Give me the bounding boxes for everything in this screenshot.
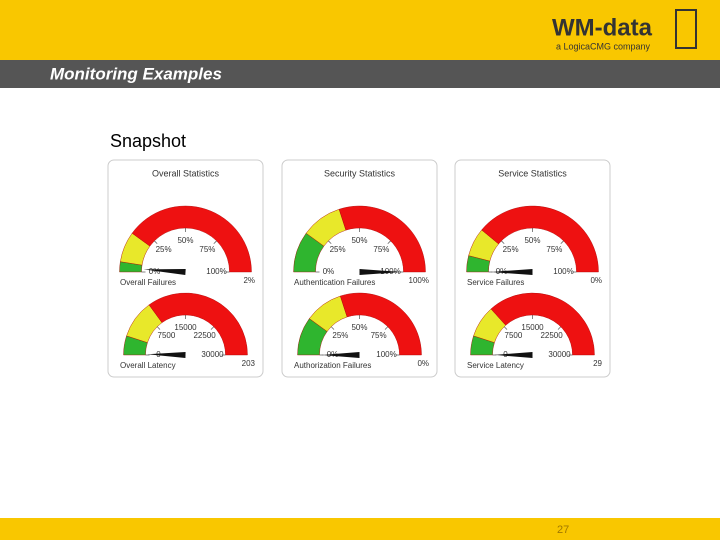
- gauge-label: Authorization Failures: [294, 361, 371, 370]
- page-number: 27: [557, 524, 569, 536]
- gauge-needle: [494, 352, 533, 358]
- gauge-zone: [338, 205, 426, 273]
- gauge-tick-label: 30000: [201, 350, 224, 359]
- gauge-label: Overall Failures: [120, 278, 176, 287]
- gauge-zone: [131, 205, 252, 273]
- gauge-tick-label: 100%: [206, 267, 226, 276]
- gauge-tick-label: 25%: [330, 245, 346, 254]
- gauge-tick: [384, 326, 388, 330]
- gauge-tick-label: 0%: [323, 267, 335, 276]
- gauge-tick-label: 30000: [548, 350, 571, 359]
- logo-icon: [675, 9, 697, 49]
- gauge-tick-label: 7500: [505, 331, 523, 340]
- gauge-value: 203: [242, 359, 256, 368]
- panel-title: Security Statistics: [324, 168, 396, 178]
- gauge-tick-label: 22500: [540, 331, 563, 340]
- tagline: a LogicaCMG company: [556, 41, 651, 51]
- gauge-tick-label: 25%: [503, 245, 519, 254]
- logo: WM-data: [552, 14, 653, 41]
- gauge-value: 100%: [409, 276, 429, 285]
- gauge-zone: [481, 205, 599, 273]
- gauge-tick-label: 100%: [553, 267, 573, 276]
- gauge-value: 0%: [590, 276, 602, 285]
- gauge-tick-label: 15000: [521, 323, 544, 332]
- header-band: [0, 0, 720, 60]
- gauge-tick: [213, 240, 217, 244]
- gauge-label: Authentication Failures: [294, 278, 375, 287]
- gauge-tick: [328, 240, 332, 244]
- gauge-tick-label: 75%: [373, 245, 389, 254]
- gauge-needle: [143, 269, 186, 275]
- gauge-tick: [331, 326, 335, 330]
- gauge-label: Service Latency: [467, 361, 524, 370]
- gauge-value: 0%: [417, 359, 429, 368]
- footer-band: [0, 518, 720, 540]
- gauge-tick: [501, 240, 505, 244]
- gauge-tick-label: 50%: [351, 236, 367, 245]
- gauge-tick-label: 0%: [149, 267, 161, 276]
- gauge-tick-label: 75%: [199, 245, 215, 254]
- gauge-needle: [359, 269, 402, 275]
- gauge-tick-label: 100%: [376, 350, 396, 359]
- gauge-label: Overall Latency: [120, 361, 176, 370]
- gauge-tick-label: 50%: [351, 323, 367, 332]
- gauge-needle: [147, 352, 186, 358]
- panel-title: Overall Statistics: [152, 168, 220, 178]
- gauge-tick-label: 50%: [524, 236, 540, 245]
- gauge-tick-label: 25%: [156, 245, 172, 254]
- gauge-tick: [157, 326, 161, 330]
- slide-title: Monitoring Examples: [50, 64, 222, 83]
- gauge-value: 2%: [243, 276, 255, 285]
- gauge-tick-label: 25%: [332, 331, 348, 340]
- gauge-needle: [490, 269, 533, 275]
- gauge-tick-label: 75%: [546, 245, 562, 254]
- gauge-zone: [148, 292, 248, 356]
- panel-title: Service Statistics: [498, 168, 567, 178]
- gauge-tick: [387, 240, 391, 244]
- gauge-tick-label: 7500: [158, 331, 176, 340]
- gauge-label: Service Failures: [467, 278, 524, 287]
- gauge-tick-label: 15000: [174, 323, 197, 332]
- gauge-tick-label: 75%: [371, 331, 387, 340]
- gauge-tick: [560, 240, 564, 244]
- gauge-zone: [340, 292, 422, 356]
- gauge-tick-label: 50%: [177, 236, 193, 245]
- gauge-tick: [557, 326, 561, 330]
- gauge-tick: [154, 240, 158, 244]
- title-bar: [0, 60, 720, 88]
- gauge-tick: [210, 326, 214, 330]
- subtitle: Snapshot: [110, 131, 186, 151]
- gauge-zone: [490, 292, 595, 356]
- gauge-tick-label: 22500: [193, 331, 216, 340]
- gauge-value: 29: [593, 359, 602, 368]
- gauge-needle: [321, 352, 360, 358]
- gauge-tick: [504, 326, 508, 330]
